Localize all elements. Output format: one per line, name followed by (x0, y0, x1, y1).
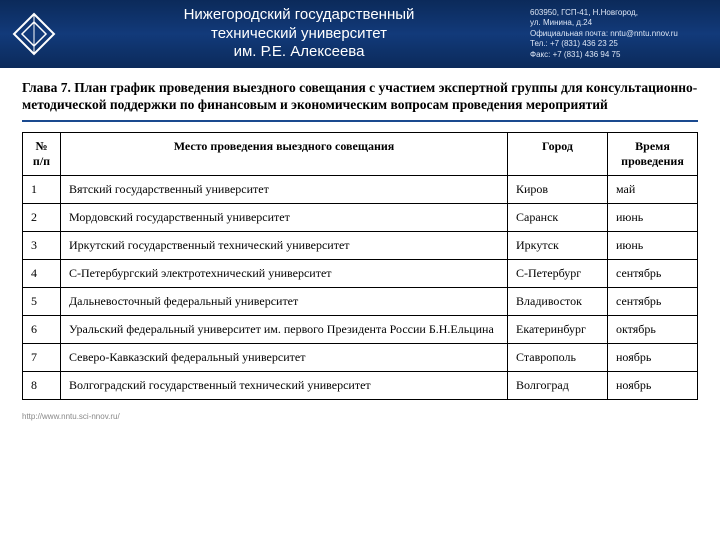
col-place-header: Место проведения выездного совещания (61, 132, 508, 175)
contact-address1: 603950, ГСП-41, Н.Новгород, (530, 8, 710, 18)
table-cell: Киров (508, 175, 608, 203)
table-cell: 3 (23, 231, 61, 259)
table-cell: Ставрополь (508, 343, 608, 371)
table-cell: октябрь (608, 315, 698, 343)
schedule-table: № п/п Место проведения выездного совещан… (22, 132, 698, 400)
university-name: Нижегородский государственный технически… (68, 6, 530, 62)
table-cell: С-Петербург (508, 259, 608, 287)
content-area: Глава 7. План график проведения выездног… (0, 68, 720, 400)
table-cell: июнь (608, 203, 698, 231)
table-cell: Волгоград (508, 371, 608, 399)
uni-line2: технический университет (68, 25, 530, 44)
footer-url: http://www.nntu.sci-nnov.ru/ (0, 412, 720, 421)
table-cell: Дальневосточный федеральный университет (61, 287, 508, 315)
university-logo-icon (10, 10, 58, 58)
table-cell: май (608, 175, 698, 203)
table-cell: С-Петербургский электротехнический униве… (61, 259, 508, 287)
table-row: 8Волгоградский государственный техническ… (23, 371, 698, 399)
contact-fax: Факс: +7 (831) 436 94 75 (530, 50, 710, 60)
table-cell: июнь (608, 231, 698, 259)
table-cell: Владивосток (508, 287, 608, 315)
table-row: 2Мордовский государственный университетС… (23, 203, 698, 231)
table-cell: 2 (23, 203, 61, 231)
page-header: Нижегородский государственный технически… (0, 0, 720, 68)
table-cell: сентябрь (608, 287, 698, 315)
table-row: 1Вятский государственный университетКиро… (23, 175, 698, 203)
contact-email: Официальная почта: nntu@nntu.nnov.ru (530, 29, 710, 39)
table-cell: 4 (23, 259, 61, 287)
chapter-title: Глава 7. План график проведения выездног… (22, 80, 698, 114)
col-time-header: Время проведения (608, 132, 698, 175)
table-cell: Екатеринбург (508, 315, 608, 343)
table-row: 4С-Петербургский электротехнический унив… (23, 259, 698, 287)
contact-phone: Тел.: +7 (831) 436 23 25 (530, 39, 710, 49)
col-number-header: № п/п (23, 132, 61, 175)
divider-line (22, 120, 698, 122)
table-cell: Уральский федеральный университет им. пе… (61, 315, 508, 343)
table-row: 5Дальневосточный федеральный университет… (23, 287, 698, 315)
table-row: 6Уральский федеральный университет им. п… (23, 315, 698, 343)
table-cell: Вятский государственный университет (61, 175, 508, 203)
table-cell: Волгоградский государственный технически… (61, 371, 508, 399)
table-cell: Иркутский государственный технический ун… (61, 231, 508, 259)
uni-line3: им. Р.Е. Алексеева (68, 43, 530, 62)
table-cell: Северо-Кавказский федеральный университе… (61, 343, 508, 371)
table-cell: Иркутск (508, 231, 608, 259)
table-cell: ноябрь (608, 371, 698, 399)
contact-block: 603950, ГСП-41, Н.Новгород, ул. Минина, … (530, 8, 710, 60)
table-cell: Мордовский государственный университет (61, 203, 508, 231)
table-cell: 7 (23, 343, 61, 371)
table-row: 3Иркутский государственный технический у… (23, 231, 698, 259)
uni-line1: Нижегородский государственный (68, 6, 530, 25)
col-city-header: Город (508, 132, 608, 175)
table-header-row: № п/п Место проведения выездного совещан… (23, 132, 698, 175)
table-row: 7Северо-Кавказский федеральный университ… (23, 343, 698, 371)
table-cell: 5 (23, 287, 61, 315)
table-cell: 1 (23, 175, 61, 203)
table-cell: 8 (23, 371, 61, 399)
contact-address2: ул. Минина, д.24 (530, 18, 710, 28)
table-cell: сентябрь (608, 259, 698, 287)
table-cell: ноябрь (608, 343, 698, 371)
table-cell: Саранск (508, 203, 608, 231)
table-cell: 6 (23, 315, 61, 343)
